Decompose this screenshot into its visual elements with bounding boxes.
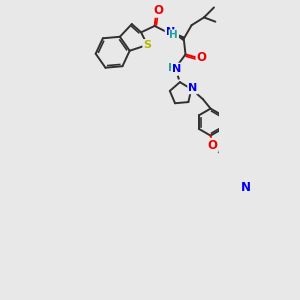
Text: O: O <box>154 4 164 17</box>
Text: S: S <box>143 40 151 50</box>
Text: N: N <box>166 27 175 37</box>
Text: O: O <box>208 139 218 152</box>
Text: O: O <box>196 51 206 64</box>
Text: H: H <box>169 30 178 40</box>
Text: N: N <box>188 83 197 93</box>
Polygon shape <box>175 34 184 40</box>
Text: N: N <box>172 64 181 74</box>
Text: H: H <box>168 63 176 73</box>
Text: N: N <box>241 181 251 194</box>
